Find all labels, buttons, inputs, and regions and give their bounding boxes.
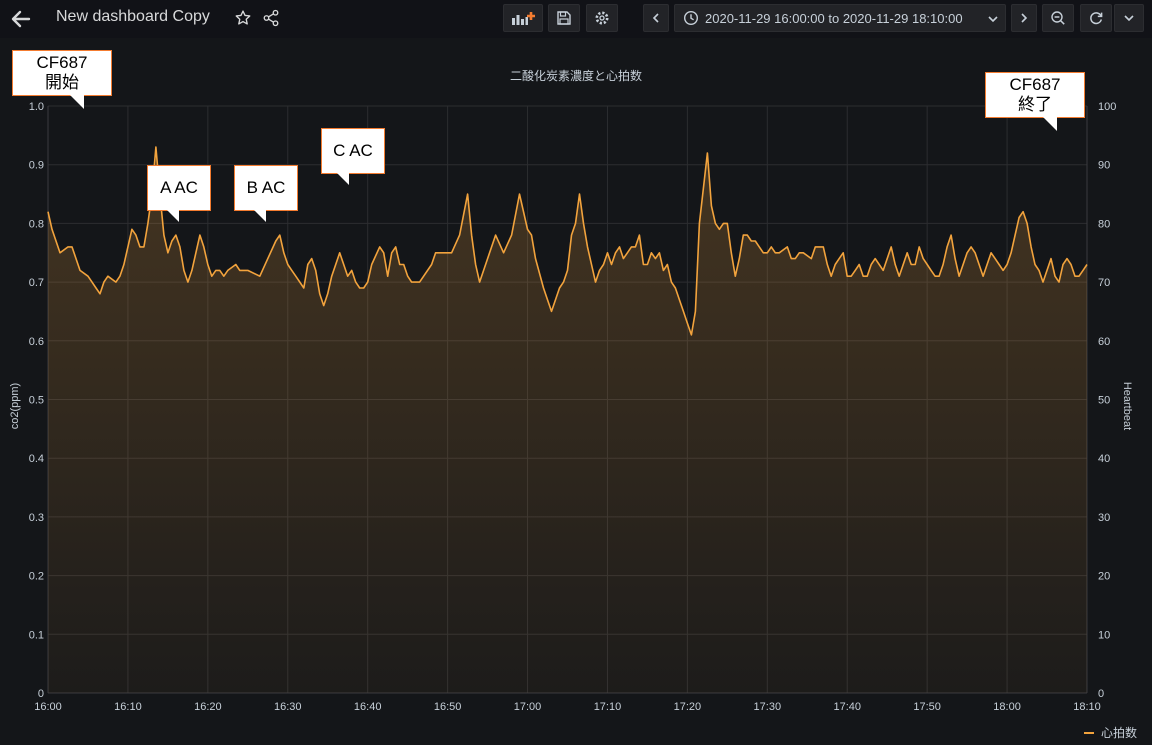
x-tick-label: 16:40 <box>354 701 382 713</box>
x-tick-label: 17:40 <box>833 701 861 713</box>
y-right-tick-label: 30 <box>1098 512 1110 524</box>
back-button[interactable] <box>8 6 34 32</box>
x-tick-label: 17:10 <box>594 701 622 713</box>
refresh-icon <box>1090 12 1103 25</box>
y-right-tick-label: 70 <box>1098 277 1110 289</box>
add-panel-button[interactable] <box>503 4 543 32</box>
annotation-c-label: C AC <box>333 141 373 160</box>
legend-swatch <box>1084 731 1094 734</box>
chevron-down-icon <box>988 16 998 23</box>
y-right-tick-label: 100 <box>1098 101 1116 113</box>
share-button[interactable] <box>261 8 281 28</box>
y-right-tick-label: 20 <box>1098 571 1110 583</box>
y-right-tick-label: 90 <box>1098 160 1110 172</box>
y-left-tick-label: 0 <box>38 688 44 700</box>
y-left-tick-label: 0.2 <box>29 571 44 583</box>
x-tick-label: 16:00 <box>34 701 62 713</box>
series-area-heartbeat <box>48 147 1087 694</box>
save-dashboard-button[interactable] <box>548 4 580 32</box>
dashboard-navbar: New dashboard Copy <box>0 0 1152 38</box>
x-tick-label: 18:10 <box>1073 701 1101 713</box>
y-left-tick-label: 0.5 <box>29 395 44 407</box>
x-tick-label: 16:50 <box>434 701 462 713</box>
time-range-picker[interactable]: 2020-11-29 16:00:00 to 2020-11-29 18:10:… <box>674 4 1006 32</box>
y-right-tick-label: 80 <box>1098 218 1110 230</box>
annotation-b-label: B AC <box>246 178 286 197</box>
refresh-button[interactable] <box>1080 4 1112 32</box>
series-line-heartbeat[interactable] <box>47 146 1088 336</box>
chevron-left-icon <box>652 13 659 23</box>
x-tick-label: 17:30 <box>754 701 782 713</box>
x-tick-label: 16:30 <box>274 701 302 713</box>
zoom-out-icon <box>1051 11 1065 25</box>
add-panel-icon <box>512 12 535 25</box>
y-axis-left-label: co2(ppm) <box>9 383 21 429</box>
clock-icon <box>683 10 699 26</box>
x-tick-label: 17:20 <box>674 701 702 713</box>
y-left-tick-label: 0.3 <box>29 512 44 524</box>
arrow-left-icon <box>11 10 31 28</box>
y-left-tick-label: 0.7 <box>29 277 44 289</box>
share-icon <box>263 9 279 27</box>
x-tick-label: 16:20 <box>194 701 222 713</box>
legend-item-heartbeat[interactable]: 心拍数 <box>1101 726 1138 740</box>
star-icon <box>235 10 251 25</box>
y-left-tick-label: 0.6 <box>29 336 44 348</box>
x-tick-label: 18:00 <box>993 701 1021 713</box>
y-right-tick-label: 10 <box>1098 629 1110 641</box>
y-right-tick-label: 0 <box>1098 688 1104 700</box>
refresh-interval-dropdown[interactable] <box>1114 4 1144 32</box>
legend: 心拍数 <box>1084 724 1137 741</box>
panel-title[interactable]: 二酸化炭素濃度と心拍数 <box>509 69 642 83</box>
time-range-label: 2020-11-29 16:00:00 to 2020-11-29 18:10:… <box>705 10 963 26</box>
y-right-tick-label: 50 <box>1098 395 1110 407</box>
y-left-tick-label: 0.1 <box>29 629 44 641</box>
gear-icon <box>595 11 609 25</box>
time-shift-back-button[interactable] <box>643 4 669 32</box>
y-left-tick-label: 1.0 <box>29 101 44 113</box>
zoom-out-button[interactable] <box>1042 4 1074 32</box>
annotation-end-line2: 終了 <box>1018 95 1052 114</box>
y-left-tick-label: 0.9 <box>29 160 44 172</box>
chevron-down-icon <box>1124 15 1134 22</box>
x-tick-label: 17:50 <box>913 701 941 713</box>
annotation-a-label: A AC <box>160 178 198 197</box>
x-tick-label: 17:00 <box>514 701 542 713</box>
annotation-end-line1: CF687 <box>1009 75 1061 94</box>
x-tick-label: 16:10 <box>114 701 142 713</box>
y-right-tick-label: 60 <box>1098 336 1110 348</box>
star-button[interactable] <box>233 8 253 28</box>
dashboard-settings-button[interactable] <box>586 4 618 32</box>
annotation-start-line2: 開始 <box>45 73 79 92</box>
time-shift-forward-button[interactable] <box>1011 4 1037 32</box>
save-icon <box>557 11 571 25</box>
y-right-tick-label: 40 <box>1098 453 1110 465</box>
chevron-right-icon <box>1021 13 1028 23</box>
dashboard-title[interactable]: New dashboard Copy <box>56 8 210 25</box>
y-left-tick-label: 0.4 <box>29 453 44 465</box>
annotation-start-line1: CF687 <box>36 53 88 72</box>
y-left-tick-label: 0.8 <box>29 218 44 230</box>
y-axis-right-label: Heartbeat <box>1121 382 1133 430</box>
